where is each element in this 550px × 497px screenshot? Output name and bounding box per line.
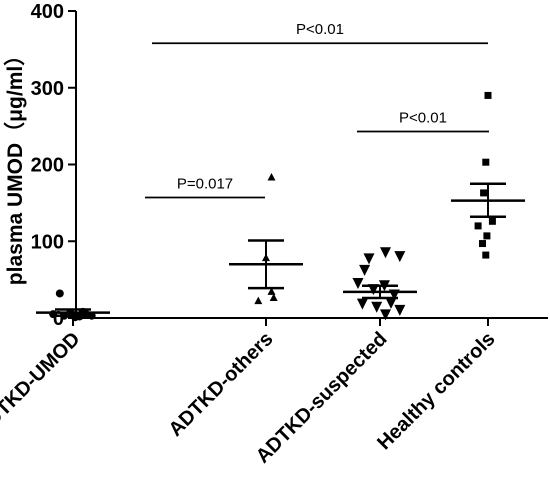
data-point <box>474 222 482 230</box>
x-tick-label: ADTKD-suspected <box>252 328 392 468</box>
data-point <box>254 296 263 305</box>
data-point <box>488 217 496 225</box>
y-tick-label: 0 <box>53 308 64 330</box>
data-point <box>480 189 488 197</box>
data-point <box>267 287 276 295</box>
significance-label: P<0.01 <box>399 109 447 126</box>
data-point <box>55 289 64 298</box>
data-point <box>483 232 491 240</box>
data-point <box>359 264 371 276</box>
data-point <box>484 91 492 99</box>
data-point <box>394 251 406 263</box>
y-tick-label: 300 <box>31 78 64 100</box>
data-point <box>482 251 490 259</box>
data-point <box>380 309 391 321</box>
y-axis-label: plasma UMOD（μg/ml） <box>3 45 27 285</box>
x-tick-label: ADTKD-UMOD <box>0 328 85 441</box>
data-point <box>385 297 397 309</box>
significance-label: P<0.01 <box>296 21 344 38</box>
data-point <box>371 301 383 313</box>
data-point <box>380 247 391 259</box>
y-tick-label: 100 <box>31 231 64 253</box>
data-point <box>49 310 58 319</box>
significance-label: P=0.017 <box>177 176 233 193</box>
data-point <box>352 277 364 289</box>
data-point <box>482 158 490 166</box>
data-point <box>363 253 375 265</box>
x-tick-label: Healthy controls <box>373 328 499 454</box>
data-point <box>267 173 276 181</box>
data-point <box>394 304 406 316</box>
data-point <box>479 240 486 248</box>
data-point <box>356 298 368 310</box>
data-point <box>269 293 278 302</box>
y-tick-label: 200 <box>31 155 64 177</box>
x-tick-label: ADTKD-others <box>165 328 278 441</box>
y-tick-label: 400 <box>31 1 64 23</box>
